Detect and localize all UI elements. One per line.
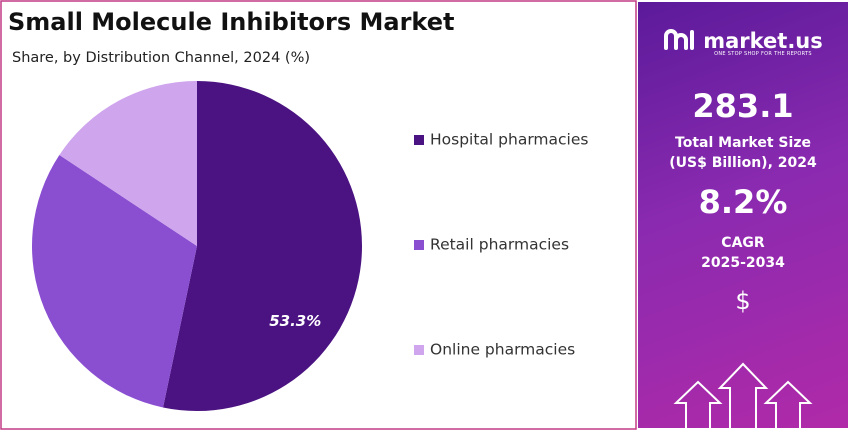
cagr-label: CAGR — [721, 235, 765, 251]
brand-name: market.us — [703, 29, 823, 53]
legend: Hospital pharmacies Retail pharmacies Onli… — [414, 131, 588, 359]
legend-label: Online pharmacies — [430, 341, 575, 359]
sidebar: market.us ONE STOP SHOP FOR THE REPORTS … — [638, 2, 848, 428]
chart-title: Small Molecule Inhibitors Market — [8, 8, 455, 36]
value-label: 53.3% — [269, 312, 321, 330]
cagr-value: 8.2% — [698, 183, 788, 221]
pie-slice — [31, 154, 198, 408]
arrows-decoration — [673, 362, 813, 428]
legend-label: Retail pharmacies — [430, 236, 569, 254]
legend-swatch — [414, 345, 424, 355]
pie-slice — [59, 81, 197, 246]
brand: market.us — [638, 28, 848, 53]
pie-slice — [163, 81, 363, 411]
period: 2025-2034 — [701, 255, 785, 271]
label-line: (US$ Billion), 2024 — [669, 155, 817, 171]
legend-label: Hospital pharmacies — [430, 131, 588, 149]
chart-border — [0, 0, 637, 430]
label-line: Total Market Size — [675, 135, 811, 151]
legend-swatch — [414, 135, 424, 145]
chart-subtitle: Share, by Distribution Channel, 2024 (%) — [12, 50, 310, 66]
chart: Small Molecule Inhibitors Market Share, … — [0, 0, 637, 430]
currency-icon: $ — [735, 287, 751, 315]
pie: 53.3% — [31, 81, 363, 411]
market-size: 283.1 — [692, 87, 794, 125]
tagline: ONE STOP SHOP FOR THE REPORTS — [714, 51, 812, 57]
market-size-label: Total Market Size (US$ Billion), 2024 — [638, 133, 848, 173]
legend-swatch — [414, 240, 424, 250]
brand-logo — [664, 29, 695, 50]
